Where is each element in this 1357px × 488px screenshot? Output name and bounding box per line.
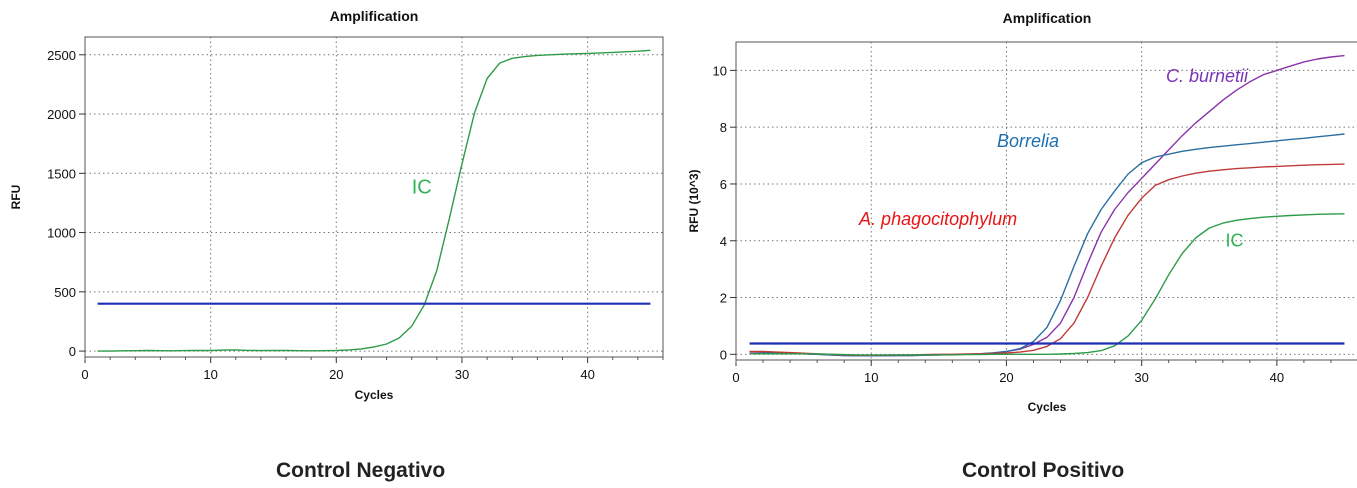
y-tick-label: 2000: [47, 107, 76, 122]
x-tick-label: 10: [864, 370, 878, 385]
y-tick-label: 1500: [47, 166, 76, 181]
chart-title: Amplification: [1003, 10, 1092, 26]
x-tick-label: 0: [81, 367, 88, 382]
y-axis-label: RFU: [9, 185, 23, 210]
y-tick-label: 2500: [47, 48, 76, 63]
series-label: IC: [1225, 230, 1243, 250]
y-tick-label: 2: [720, 291, 727, 306]
y-tick-label: 4: [720, 234, 727, 249]
y-tick-label: 0: [720, 347, 727, 362]
x-tick-label: 10: [203, 367, 217, 382]
x-tick-label: 30: [455, 367, 469, 382]
y-tick-label: 0: [69, 344, 76, 359]
plot-area: [84, 36, 664, 358]
x-axis-label: Cycles: [355, 388, 394, 402]
series-label: Borrelia: [997, 131, 1059, 151]
y-tick-label: 8: [720, 120, 727, 135]
amplification-chart-positive: 0 10 20 30 40 0 2 4 6 8 10 Amplification Cycles RFU (…: [687, 10, 1357, 414]
x-tick-label: 40: [580, 367, 594, 382]
y-tick-label: 6: [720, 177, 727, 192]
x-tick-label: 0: [732, 370, 739, 385]
series-label: C. burnetii: [1166, 66, 1249, 86]
x-tick-label: 30: [1134, 370, 1148, 385]
y-tick-label: 10: [713, 63, 727, 78]
series-label: A. phagocitophylum: [858, 209, 1017, 229]
x-tick-label: 40: [1270, 370, 1284, 385]
series-line-3: [749, 213, 1345, 356]
caption-control-positivo: Control Positivo: [962, 459, 1125, 482]
x-axis-label: Cycles: [1028, 400, 1067, 414]
plot-area: [735, 41, 1357, 361]
caption-control-negativo: Control Negativo: [276, 459, 446, 482]
y-tick-label: 1000: [47, 226, 76, 241]
series-line-0: [97, 49, 651, 352]
chart-title: Amplification: [330, 8, 419, 24]
series-label: IC: [412, 176, 432, 198]
y-axis-label: RFU (10^3): [687, 169, 701, 232]
amplification-chart-negative: 0 10 20 30 40 0 500 1000 1500 2000 2500 Amplificati…: [9, 8, 664, 402]
y-tick-label: 500: [54, 285, 76, 300]
x-tick-label: 20: [329, 367, 343, 382]
x-tick-label: 20: [999, 370, 1013, 385]
